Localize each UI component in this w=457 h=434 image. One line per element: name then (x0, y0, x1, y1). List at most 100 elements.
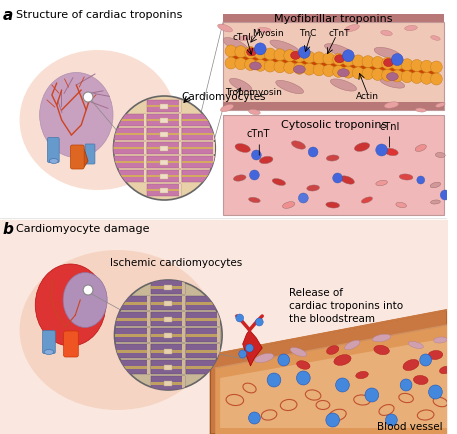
FancyBboxPatch shape (160, 146, 168, 151)
FancyBboxPatch shape (113, 161, 146, 163)
FancyBboxPatch shape (147, 156, 181, 168)
Circle shape (83, 92, 93, 102)
Circle shape (255, 47, 266, 59)
FancyBboxPatch shape (151, 349, 185, 352)
Circle shape (297, 371, 310, 385)
FancyBboxPatch shape (147, 105, 181, 107)
FancyBboxPatch shape (179, 170, 181, 182)
FancyBboxPatch shape (213, 142, 215, 154)
FancyBboxPatch shape (186, 360, 220, 374)
FancyBboxPatch shape (151, 328, 185, 342)
Polygon shape (74, 149, 88, 167)
Circle shape (429, 385, 442, 399)
Circle shape (239, 350, 247, 358)
Circle shape (352, 67, 364, 79)
FancyBboxPatch shape (144, 142, 146, 154)
Circle shape (274, 49, 286, 61)
Circle shape (430, 73, 442, 85)
FancyBboxPatch shape (186, 349, 220, 352)
Ellipse shape (326, 202, 340, 208)
FancyBboxPatch shape (186, 328, 220, 342)
Circle shape (298, 193, 308, 203)
Circle shape (420, 354, 431, 366)
Text: cTnI: cTnI (380, 122, 400, 132)
Ellipse shape (408, 342, 424, 349)
Ellipse shape (297, 361, 310, 369)
Circle shape (411, 72, 423, 83)
FancyBboxPatch shape (113, 114, 146, 126)
Ellipse shape (49, 158, 58, 164)
FancyBboxPatch shape (217, 360, 220, 374)
FancyBboxPatch shape (179, 100, 181, 112)
Ellipse shape (218, 24, 233, 32)
FancyBboxPatch shape (151, 381, 185, 385)
FancyBboxPatch shape (144, 114, 146, 126)
FancyBboxPatch shape (48, 138, 59, 162)
Circle shape (255, 43, 266, 55)
Text: Myosin: Myosin (252, 29, 284, 38)
FancyBboxPatch shape (186, 302, 220, 305)
Circle shape (342, 66, 354, 78)
FancyBboxPatch shape (181, 175, 215, 177)
FancyBboxPatch shape (147, 161, 181, 163)
FancyBboxPatch shape (165, 349, 172, 354)
Circle shape (293, 62, 305, 74)
Ellipse shape (430, 182, 441, 188)
Ellipse shape (383, 59, 393, 66)
FancyBboxPatch shape (182, 360, 185, 374)
FancyBboxPatch shape (147, 296, 150, 310)
Ellipse shape (374, 345, 389, 355)
Circle shape (382, 57, 393, 69)
Circle shape (362, 68, 374, 80)
Circle shape (313, 64, 325, 76)
Text: Cytosolic troponins: Cytosolic troponins (281, 120, 387, 130)
FancyBboxPatch shape (217, 296, 220, 310)
Ellipse shape (223, 38, 249, 53)
Circle shape (303, 63, 315, 75)
Ellipse shape (396, 202, 407, 207)
Ellipse shape (239, 35, 250, 41)
Circle shape (235, 58, 247, 70)
FancyBboxPatch shape (70, 145, 84, 169)
Circle shape (251, 150, 261, 160)
Circle shape (323, 53, 335, 65)
Circle shape (333, 53, 345, 66)
FancyBboxPatch shape (147, 147, 181, 149)
FancyBboxPatch shape (217, 328, 220, 342)
FancyBboxPatch shape (113, 119, 146, 121)
FancyBboxPatch shape (147, 142, 181, 154)
Ellipse shape (257, 27, 271, 33)
FancyBboxPatch shape (151, 344, 185, 358)
Ellipse shape (355, 143, 370, 151)
FancyBboxPatch shape (181, 128, 215, 140)
FancyBboxPatch shape (165, 285, 172, 290)
Circle shape (372, 56, 383, 69)
FancyBboxPatch shape (116, 344, 150, 358)
FancyBboxPatch shape (160, 160, 168, 165)
Ellipse shape (20, 250, 215, 410)
FancyBboxPatch shape (116, 333, 150, 336)
Ellipse shape (399, 174, 413, 180)
Ellipse shape (249, 197, 260, 203)
Ellipse shape (372, 334, 391, 342)
Ellipse shape (330, 79, 356, 91)
Circle shape (417, 176, 425, 184)
FancyBboxPatch shape (179, 142, 181, 154)
FancyBboxPatch shape (147, 360, 150, 374)
Polygon shape (210, 310, 447, 434)
Circle shape (362, 56, 374, 68)
Circle shape (352, 55, 364, 67)
FancyBboxPatch shape (116, 349, 150, 352)
Circle shape (401, 59, 413, 71)
Circle shape (441, 190, 450, 200)
FancyBboxPatch shape (147, 312, 150, 326)
FancyBboxPatch shape (179, 156, 181, 168)
Text: Structure of cardiac troponins: Structure of cardiac troponins (16, 10, 182, 20)
Ellipse shape (404, 26, 417, 30)
Circle shape (386, 414, 397, 426)
FancyBboxPatch shape (186, 333, 220, 336)
Ellipse shape (376, 180, 388, 186)
FancyBboxPatch shape (113, 142, 146, 154)
FancyBboxPatch shape (147, 114, 181, 126)
Circle shape (326, 413, 340, 427)
